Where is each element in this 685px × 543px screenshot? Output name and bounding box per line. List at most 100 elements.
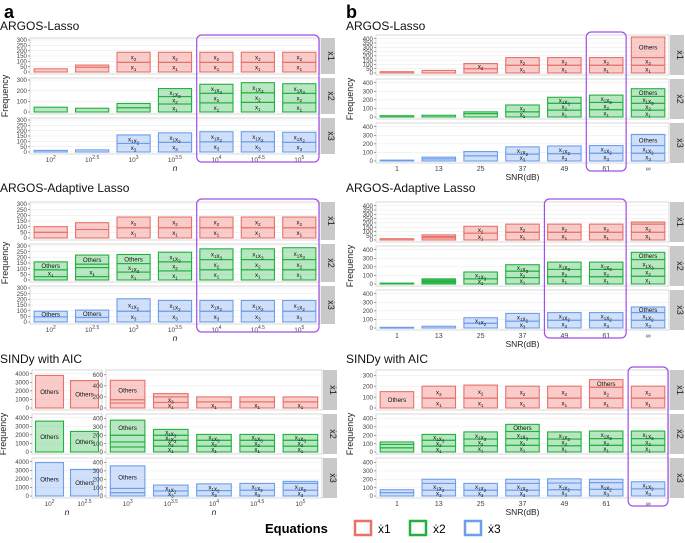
bar-segment-label: x1: [254, 402, 260, 410]
y-tick-label: 50: [20, 144, 27, 151]
y-tick-label: 100: [363, 106, 374, 113]
bar-segment: [69, 468, 100, 497]
x-tick-label: 49: [560, 333, 568, 340]
x-tick-label: 102.5: [85, 325, 99, 334]
bar-segment: [630, 221, 666, 225]
bar-segment: [116, 107, 151, 113]
bar-segment-label: x3: [645, 154, 651, 162]
facet-strip-label: ẋ3: [326, 300, 336, 310]
y-tick-label: 3000: [15, 379, 29, 386]
bar-segment-label: x1: [645, 66, 651, 74]
y-tick-label: 150: [363, 57, 374, 64]
bar-segment: [505, 146, 540, 155]
bar-segment: [630, 88, 666, 97]
bar-segment: [34, 374, 65, 409]
bar-segment: [69, 430, 100, 453]
bar-segment-label: Others: [388, 397, 407, 404]
bar-segment-label: x1: [255, 230, 261, 238]
y-tick-label: 0: [24, 109, 28, 116]
bar-segment-label: x2: [131, 220, 137, 228]
y-tick-label: 100: [363, 394, 374, 401]
bar-segment: [547, 478, 582, 484]
y-tick-label: 100: [17, 224, 28, 231]
bar-segment-label: Others: [118, 425, 137, 432]
facet-strip-label: ẋ1: [675, 50, 685, 60]
bar-segment-label: x2: [562, 104, 568, 112]
y-tick-label: 300: [17, 243, 28, 250]
bar-segment: [157, 87, 193, 98]
bar-segment-label: x1: [296, 65, 302, 73]
bar-segment-label: x1x3: [559, 263, 571, 272]
bar-segment: [157, 132, 193, 143]
bar-segment: [630, 430, 666, 440]
y-tick-label: 0: [370, 449, 374, 456]
panel-letter-b: b: [346, 2, 357, 22]
bar-segment: [33, 226, 68, 233]
y-tick-label: 0: [370, 405, 374, 412]
x-tick-label: 105: [294, 155, 304, 164]
bar-segment-label: x1x2: [169, 135, 181, 144]
bar-segment-label: x2: [298, 441, 304, 449]
y-axis-title: Frequency: [345, 77, 355, 120]
y-tick-label: 250: [17, 123, 28, 130]
bar-segment-label: x2: [255, 55, 261, 63]
bar-segment: [116, 216, 151, 229]
legend-swatch-x2: [408, 519, 428, 537]
bar-segment: [547, 312, 582, 321]
x-tick-label: 103: [129, 325, 139, 334]
y-tick-label: 2000: [15, 388, 29, 395]
facet-strip: [323, 458, 337, 498]
panel-letter-a: a: [4, 2, 15, 22]
bar-segment-label: x3: [562, 321, 568, 329]
bar-segment-label: x3: [214, 314, 220, 322]
bar-segment-label: x1x3: [559, 98, 571, 107]
facet-strip-label: ẋ1: [326, 51, 336, 61]
y-tick-label: 0: [370, 325, 374, 332]
bar-segment: [505, 312, 540, 322]
bar-segment: [547, 96, 582, 104]
x-axis-title: n: [65, 507, 70, 517]
bar-segment: [588, 145, 624, 154]
bar-segment-label: x1x2: [208, 485, 220, 494]
bar-segment-label: x1: [255, 65, 261, 73]
bar-segment-label: x1: [296, 230, 302, 238]
y-tick-label: 300: [363, 211, 374, 218]
bar-segment-label: x1: [603, 446, 609, 454]
bar-segment: [75, 309, 110, 319]
bar-segment: [463, 111, 498, 115]
bar-segment-label: x1: [172, 273, 178, 281]
facet-strip-label: ẋ3: [675, 473, 685, 483]
y-tick-label: 400: [363, 416, 374, 423]
y-tick-label: 0: [24, 149, 28, 156]
bar-segment-label: Others: [75, 439, 94, 446]
bar-segment: [240, 248, 275, 261]
bar-segment-label: x2: [520, 226, 526, 234]
bar-segment-label: x1x2: [128, 302, 140, 311]
y-tick-label: 200: [363, 264, 374, 271]
x-tick-label: 25: [477, 333, 485, 340]
y-tick-label: 300: [17, 201, 28, 208]
bar-segment-label: x2: [645, 59, 651, 67]
bar-segment: [588, 478, 624, 484]
bar-segment-label: Others: [639, 307, 658, 314]
bar-segment-label: x1: [478, 400, 484, 408]
bar-segment-label: Others: [83, 311, 102, 318]
y-tick-label: 200: [17, 255, 28, 262]
legend-swatch-x1: [353, 519, 373, 537]
bar-segment: [199, 83, 234, 94]
y-tick-label: 400: [363, 203, 374, 210]
y-tick-label: 250: [17, 291, 28, 298]
bar-segment: [157, 251, 193, 263]
y-tick-label: 600: [93, 372, 104, 379]
bar-segment-label: x1: [214, 272, 220, 280]
y-tick-label: 250: [363, 216, 374, 223]
x-tick-label: 37: [519, 166, 527, 173]
bar-segment: [463, 384, 498, 399]
bar-segment-label: x2: [478, 63, 484, 71]
y-tick-label: 100: [17, 59, 28, 66]
panel-title: ARGOS-Lasso: [0, 19, 80, 33]
bar-segment-label: x2: [214, 262, 220, 270]
bar-segment-label: x1: [255, 105, 261, 113]
y-tick-label: 0: [370, 114, 374, 121]
